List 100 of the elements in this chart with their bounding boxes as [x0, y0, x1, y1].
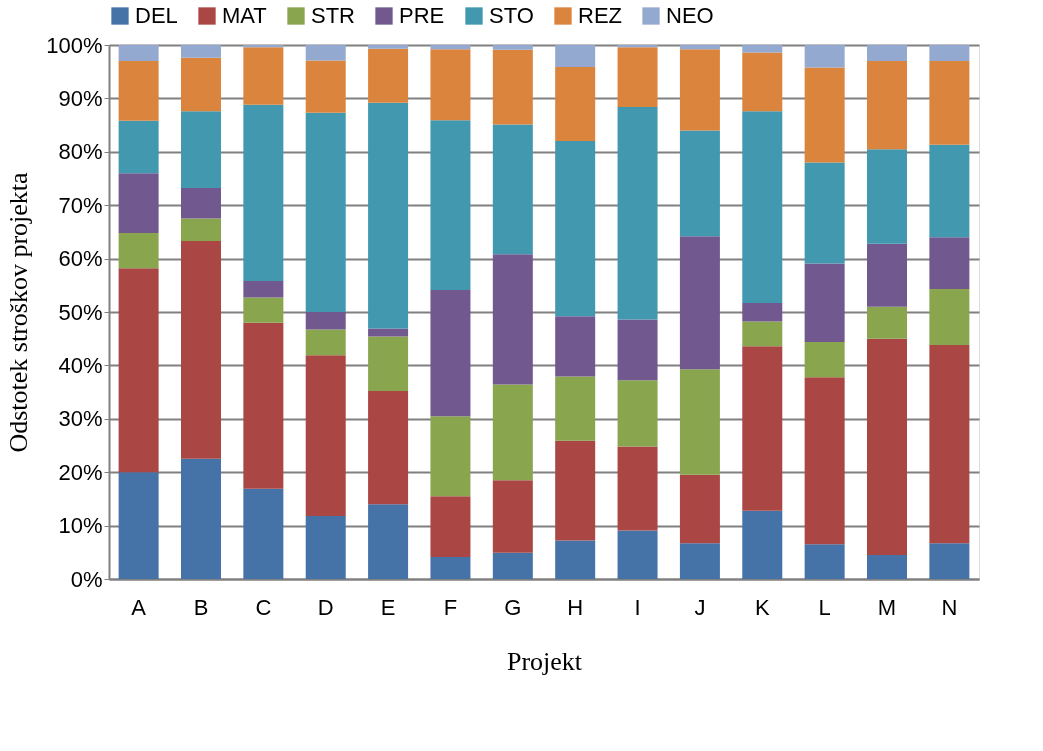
bar [368, 504, 409, 579]
bar [492, 49, 533, 125]
bar [180, 218, 221, 241]
y-tick-label: 0% [70, 566, 103, 592]
bar [430, 557, 471, 579]
legend-label: PRE [399, 3, 445, 28]
bar [867, 149, 908, 244]
y-tick-label: 60% [58, 246, 103, 272]
bar [679, 130, 720, 237]
bar [679, 45, 720, 50]
bar [555, 316, 596, 377]
x-tick-label: M [877, 594, 897, 620]
bar [742, 45, 783, 53]
x-tick-label: G [504, 594, 522, 620]
bar [679, 369, 720, 475]
bar [867, 554, 908, 579]
bar [492, 124, 533, 255]
bar [555, 440, 596, 541]
bar [180, 240, 221, 459]
bar [555, 66, 596, 142]
bar [368, 102, 409, 329]
bar [804, 377, 845, 545]
bar [492, 480, 533, 553]
bar [430, 49, 471, 121]
bar [492, 254, 533, 385]
bar [679, 474, 720, 544]
x-tick-label: J [694, 594, 706, 620]
bar [430, 120, 471, 291]
bar [243, 488, 284, 579]
bar [118, 45, 159, 62]
bar [804, 67, 845, 163]
bar [742, 346, 783, 511]
x-tick-label: H [567, 594, 584, 620]
bar [804, 341, 845, 378]
legend-label: STR [311, 3, 355, 28]
bar [180, 45, 221, 58]
y-axis-title: Odstotek stroškov projekta [4, 171, 34, 453]
y-tick-label: 100% [46, 32, 103, 58]
bar [243, 322, 284, 489]
bar [243, 45, 284, 48]
bar [679, 236, 720, 370]
bar [742, 52, 783, 112]
bar [929, 61, 970, 145]
x-tick-label: D [317, 594, 334, 620]
bar [929, 237, 970, 290]
bar [867, 243, 908, 307]
bar [305, 112, 346, 312]
y-tick-label: 10% [58, 513, 103, 539]
bar [804, 45, 845, 68]
bar [929, 289, 970, 346]
bar [492, 552, 533, 579]
y-tick-label: 70% [58, 192, 103, 218]
legend-label: MAT [222, 3, 267, 28]
bar [742, 302, 783, 322]
bar [492, 45, 533, 50]
x-tick-label: B [193, 594, 209, 620]
bar [305, 329, 346, 356]
bar [243, 281, 284, 298]
legend-label: STO [489, 3, 534, 28]
bar [742, 510, 783, 579]
bar [679, 543, 720, 579]
bar [368, 328, 409, 337]
bar [180, 57, 221, 112]
bar [742, 321, 783, 347]
bar [929, 144, 970, 238]
bar [617, 47, 658, 107]
bar [118, 472, 159, 579]
bar [867, 45, 908, 62]
bar [742, 111, 783, 303]
bar [118, 173, 159, 233]
bar [368, 336, 409, 392]
bar [867, 306, 908, 339]
bar [118, 61, 159, 121]
bar [617, 446, 658, 531]
bar [929, 543, 970, 579]
bar [867, 338, 908, 555]
bar [243, 104, 284, 282]
bar [555, 45, 596, 67]
bar [180, 458, 221, 579]
bar [368, 391, 409, 505]
bar [804, 162, 845, 264]
bar [867, 61, 908, 150]
bar [492, 384, 533, 481]
y-tick-label: 50% [58, 299, 103, 325]
y-tick-label: 40% [58, 352, 103, 378]
y-tick-label: 90% [58, 85, 103, 111]
bar [555, 141, 596, 317]
y-tick-label: 80% [58, 139, 103, 165]
x-tick-label: N [941, 594, 958, 620]
legend-label: NEO [666, 3, 714, 28]
bar [617, 530, 658, 579]
x-axis-title: Projekt [506, 646, 583, 676]
bar [305, 60, 346, 113]
bar [804, 263, 845, 342]
bar [430, 290, 471, 417]
x-tick-label: L [818, 594, 831, 620]
bar [243, 297, 284, 323]
bar [118, 120, 159, 174]
bar [430, 416, 471, 497]
bar [118, 268, 159, 473]
